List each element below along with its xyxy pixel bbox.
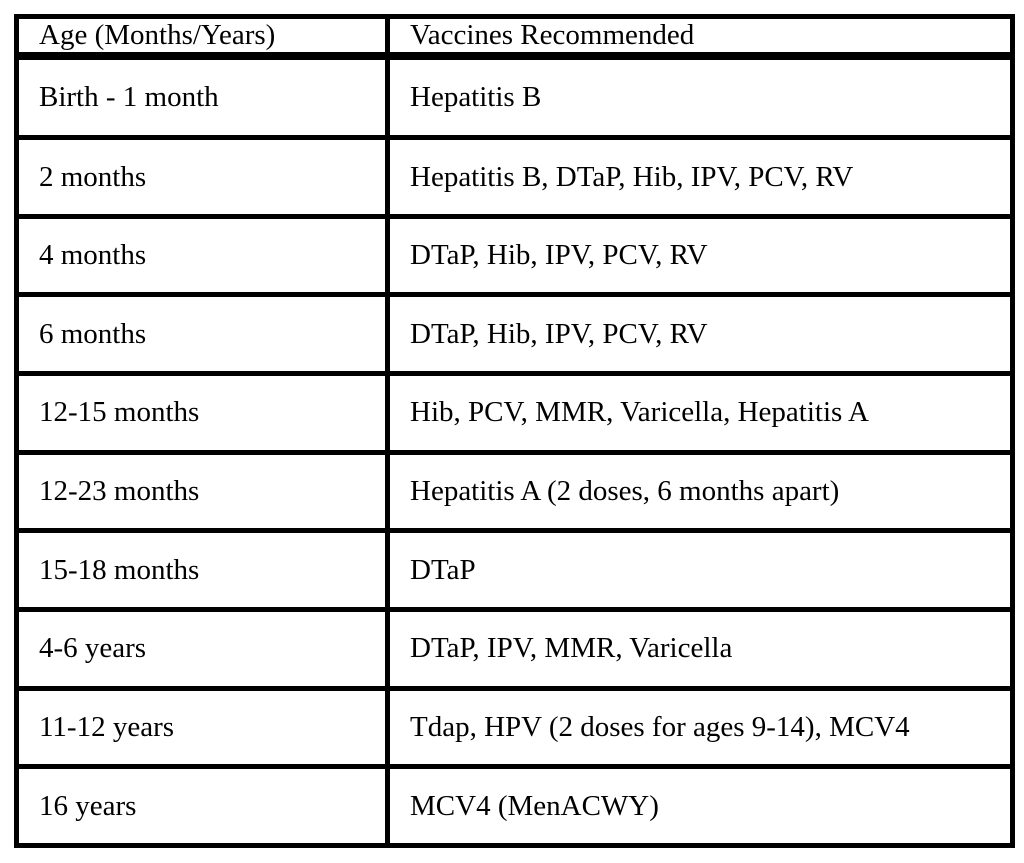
table-row: 15-18 months DTaP [14, 528, 1015, 612]
age-cell: 16 years [14, 764, 390, 848]
vaccine-schedule-table: Age (Months/Years) Vaccines Recommended … [14, 14, 1015, 848]
age-cell: Birth - 1 month [14, 53, 390, 141]
table-row: 4 months DTaP, Hib, IPV, PCV, RV [14, 213, 1015, 298]
vaccines-cell: DTaP, Hib, IPV, PCV, RV [385, 292, 1015, 377]
vaccines-cell: Hepatitis A (2 doses, 6 months apart) [385, 449, 1015, 534]
vaccines-cell: DTaP, IPV, MMR, Varicella [385, 606, 1015, 691]
age-cell: 4 months [14, 213, 390, 298]
age-cell: 2 months [14, 135, 390, 219]
column-header-vaccines: Vaccines Recommended [385, 14, 1015, 60]
age-cell: 11-12 years [14, 685, 390, 770]
vaccines-cell: Hib, PCV, MMR, Varicella, Hepatitis A [385, 371, 1015, 455]
table-row: 11-12 years Tdap, HPV (2 doses for ages … [14, 685, 1015, 770]
age-cell: 15-18 months [14, 528, 390, 612]
table-row: 12-23 months Hepatitis A (2 doses, 6 mon… [14, 449, 1015, 534]
table-header-row: Age (Months/Years) Vaccines Recommended [14, 14, 1015, 60]
vaccines-cell: DTaP [385, 528, 1015, 612]
age-cell: 6 months [14, 292, 390, 377]
column-header-age: Age (Months/Years) [14, 14, 390, 60]
age-cell: 4-6 years [14, 606, 390, 691]
table-row: Birth - 1 month Hepatitis B [14, 53, 1015, 141]
vaccines-cell: Tdap, HPV (2 doses for ages 9-14), MCV4 [385, 685, 1015, 770]
table-row: 16 years MCV4 (MenACWY) [14, 764, 1015, 848]
vaccines-cell: Hepatitis B, DTaP, Hib, IPV, PCV, RV [385, 135, 1015, 219]
age-cell: 12-23 months [14, 449, 390, 534]
table-row: 4-6 years DTaP, IPV, MMR, Varicella [14, 606, 1015, 691]
vaccines-cell: MCV4 (MenACWY) [385, 764, 1015, 848]
table-row: 12-15 months Hib, PCV, MMR, Varicella, H… [14, 371, 1015, 455]
table-row: 6 months DTaP, Hib, IPV, PCV, RV [14, 292, 1015, 377]
vaccines-cell: Hepatitis B [385, 53, 1015, 141]
vaccines-cell: DTaP, Hib, IPV, PCV, RV [385, 213, 1015, 298]
table-row: 2 months Hepatitis B, DTaP, Hib, IPV, PC… [14, 135, 1015, 219]
age-cell: 12-15 months [14, 371, 390, 455]
